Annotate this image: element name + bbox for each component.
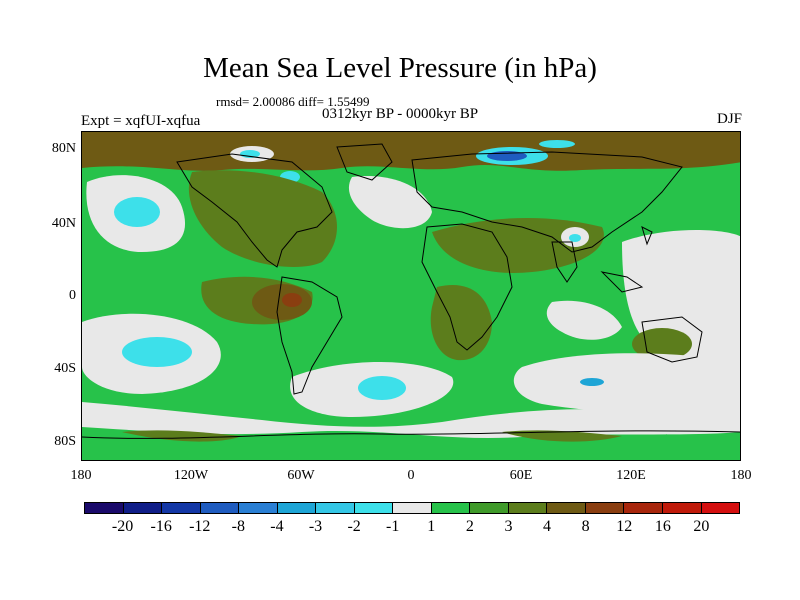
- colorbar-label: -2: [347, 518, 361, 535]
- colorbar-label: 12: [616, 518, 633, 535]
- colorbar-label: 1: [427, 518, 436, 535]
- colorbar-label: -8: [231, 518, 245, 535]
- colorbar-swatch: [431, 503, 471, 513]
- colorbar-swatch: [316, 503, 355, 513]
- colorbar-label: 20: [693, 518, 710, 535]
- colorbar-swatch: [277, 503, 317, 513]
- colorbar-swatch: [162, 503, 201, 513]
- colorbar-label: -12: [189, 518, 211, 535]
- colorbar-swatch: [547, 503, 586, 513]
- y-tick-label: 80N: [51, 141, 76, 156]
- colorbar-label: -4: [270, 518, 284, 535]
- colorbar-label: -20: [111, 518, 134, 535]
- colorbar-swatch: [239, 503, 278, 513]
- chart-title: Mean Sea Level Pressure (in hPa): [203, 52, 597, 84]
- colorbar-label: -3: [308, 518, 323, 535]
- x-tick-label: 180: [730, 468, 752, 483]
- stats-text: rmsd= 2.00086 diff= 1.55499: [216, 94, 370, 109]
- colorbar-label: 8: [581, 518, 590, 535]
- colorbar: [84, 502, 740, 514]
- colorbar-swatch: [701, 503, 740, 513]
- colorbar-swatch: [393, 503, 432, 513]
- period-label: 0312kyr BP - 0000kyr BP: [322, 106, 479, 122]
- x-tick-label: 0: [407, 468, 415, 483]
- colorbar-swatch: [85, 503, 124, 513]
- x-tick-label: 120W: [173, 468, 209, 483]
- colorbar-label: 16: [654, 518, 671, 535]
- y-tick-label: 80S: [54, 434, 76, 449]
- colorbar-label: 2: [465, 518, 474, 535]
- x-tick-label: 180: [70, 468, 92, 483]
- map-panel: [81, 131, 741, 461]
- colorbar-swatch: [585, 503, 625, 513]
- season-label: DJF: [716, 111, 742, 127]
- experiment-label: Expt = xqfUI-xqfua: [81, 113, 201, 129]
- colorbar-label: 3: [504, 518, 513, 535]
- x-tick-label: 60E: [509, 468, 533, 483]
- pressure-map: [82, 132, 740, 460]
- colorbar-label: -16: [150, 518, 172, 535]
- x-tick-label: 60W: [287, 468, 315, 483]
- colorbar-swatch: [123, 503, 163, 513]
- colorbar-swatch: [200, 503, 240, 513]
- colorbar-swatch: [354, 503, 394, 513]
- colorbar-swatch: [624, 503, 663, 513]
- colorbar-label: -1: [386, 518, 400, 535]
- y-tick-label: 0: [69, 288, 76, 303]
- colorbar-swatch: [508, 503, 548, 513]
- colorbar-label: 4: [543, 518, 552, 535]
- colorbar-swatch: [470, 503, 509, 513]
- y-tick-label: 40S: [54, 361, 76, 376]
- colorbar-swatch: [662, 503, 702, 513]
- y-tick-label: 40N: [51, 216, 76, 231]
- x-tick-label: 120E: [616, 468, 646, 483]
